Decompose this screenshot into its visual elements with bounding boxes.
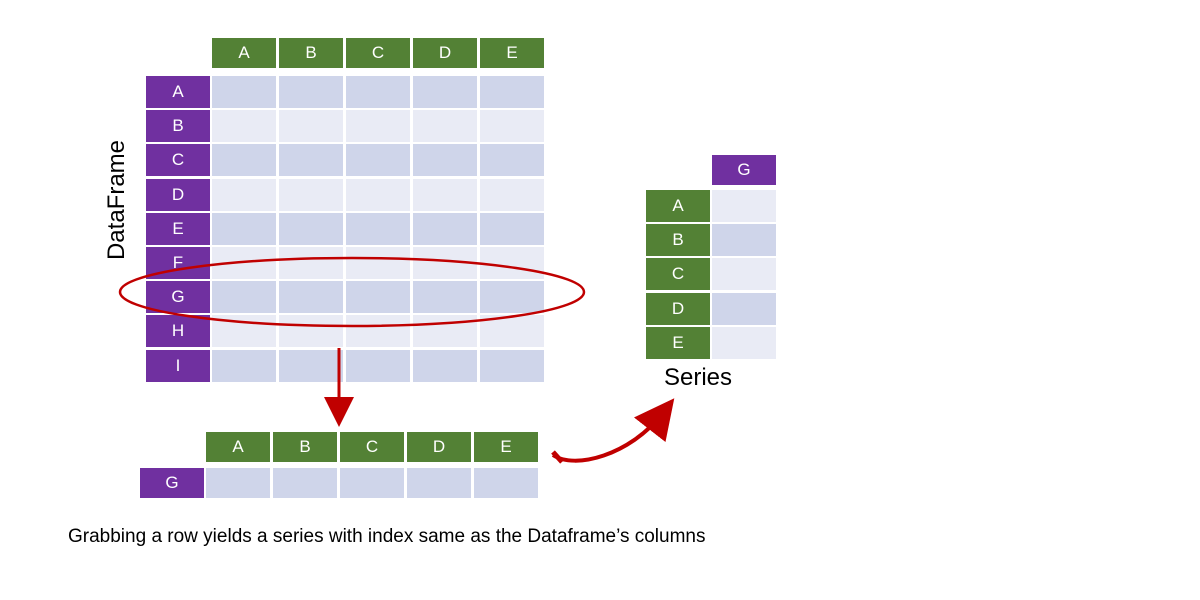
row-column-header: B	[273, 432, 337, 462]
df-column-header: C	[346, 38, 410, 68]
df-cell	[413, 213, 477, 245]
row-cell	[474, 468, 538, 498]
df-cell	[346, 213, 410, 245]
df-column-header: B	[279, 38, 343, 68]
series-label: Series	[664, 364, 733, 391]
df-row-header: C	[146, 144, 210, 176]
df-cell	[480, 110, 544, 142]
df-cell	[480, 247, 544, 279]
series-index-label: E	[646, 327, 710, 359]
df-cell	[413, 144, 477, 176]
df-cell	[346, 315, 410, 347]
df-column-header: A	[212, 38, 276, 68]
row-cell	[273, 468, 337, 498]
df-cell	[413, 281, 477, 313]
df-cell	[346, 144, 410, 176]
df-row-header: A	[146, 76, 210, 108]
df-cell	[480, 144, 544, 176]
df-cell	[413, 110, 477, 142]
df-row-header: I	[146, 350, 210, 382]
row-column-header: D	[407, 432, 471, 462]
df-cell	[480, 179, 544, 211]
df-row-header: F	[146, 247, 210, 279]
series-index-label: C	[646, 258, 710, 290]
df-cell	[212, 315, 276, 347]
df-cell	[212, 144, 276, 176]
df-cell	[212, 179, 276, 211]
df-cell	[279, 76, 343, 108]
row-column-header: E	[474, 432, 538, 462]
df-cell	[279, 144, 343, 176]
df-cell	[413, 179, 477, 211]
df-cell	[279, 281, 343, 313]
df-cell	[346, 179, 410, 211]
df-cell	[212, 350, 276, 382]
series-cell	[712, 293, 776, 325]
curved-arrow-tail	[551, 450, 564, 464]
df-cell	[480, 281, 544, 313]
df-row-header: D	[146, 179, 210, 211]
df-cell	[413, 76, 477, 108]
series-header: G	[712, 155, 776, 185]
df-cell	[279, 110, 343, 142]
df-cell	[279, 315, 343, 347]
df-cell	[346, 247, 410, 279]
series-index-label: A	[646, 190, 710, 222]
df-cell	[279, 350, 343, 382]
df-cell	[346, 350, 410, 382]
df-cell	[279, 247, 343, 279]
df-cell	[480, 350, 544, 382]
df-cell	[212, 76, 276, 108]
df-cell	[346, 76, 410, 108]
df-cell	[212, 281, 276, 313]
df-cell	[413, 315, 477, 347]
df-cell	[413, 350, 477, 382]
df-row-header: G	[146, 281, 210, 313]
df-cell	[346, 110, 410, 142]
df-row-header: B	[146, 110, 210, 142]
df-cell	[212, 110, 276, 142]
df-cell	[480, 76, 544, 108]
series-index-label: D	[646, 293, 710, 325]
df-cell	[279, 179, 343, 211]
series-cell	[712, 327, 776, 359]
df-cell	[212, 213, 276, 245]
series-cell	[712, 224, 776, 256]
row-cell	[340, 468, 404, 498]
series-cell	[712, 258, 776, 290]
df-cell	[480, 213, 544, 245]
row-column-header: C	[340, 432, 404, 462]
df-cell	[480, 315, 544, 347]
df-column-header: D	[413, 38, 477, 68]
caption: Grabbing a row yields a series with inde…	[68, 526, 706, 547]
curved-arrow	[551, 398, 675, 463]
row-index-label: G	[140, 468, 204, 498]
row-column-header: A	[206, 432, 270, 462]
row-cell	[407, 468, 471, 498]
df-column-header: E	[480, 38, 544, 68]
dataframe-label: DataFrame	[103, 139, 130, 261]
series-index-label: B	[646, 224, 710, 256]
series-cell	[712, 190, 776, 222]
row-cell	[206, 468, 270, 498]
df-row-header: H	[146, 315, 210, 347]
df-cell	[413, 247, 477, 279]
df-cell	[279, 213, 343, 245]
df-row-header: E	[146, 213, 210, 245]
df-cell	[346, 281, 410, 313]
df-cell	[212, 247, 276, 279]
